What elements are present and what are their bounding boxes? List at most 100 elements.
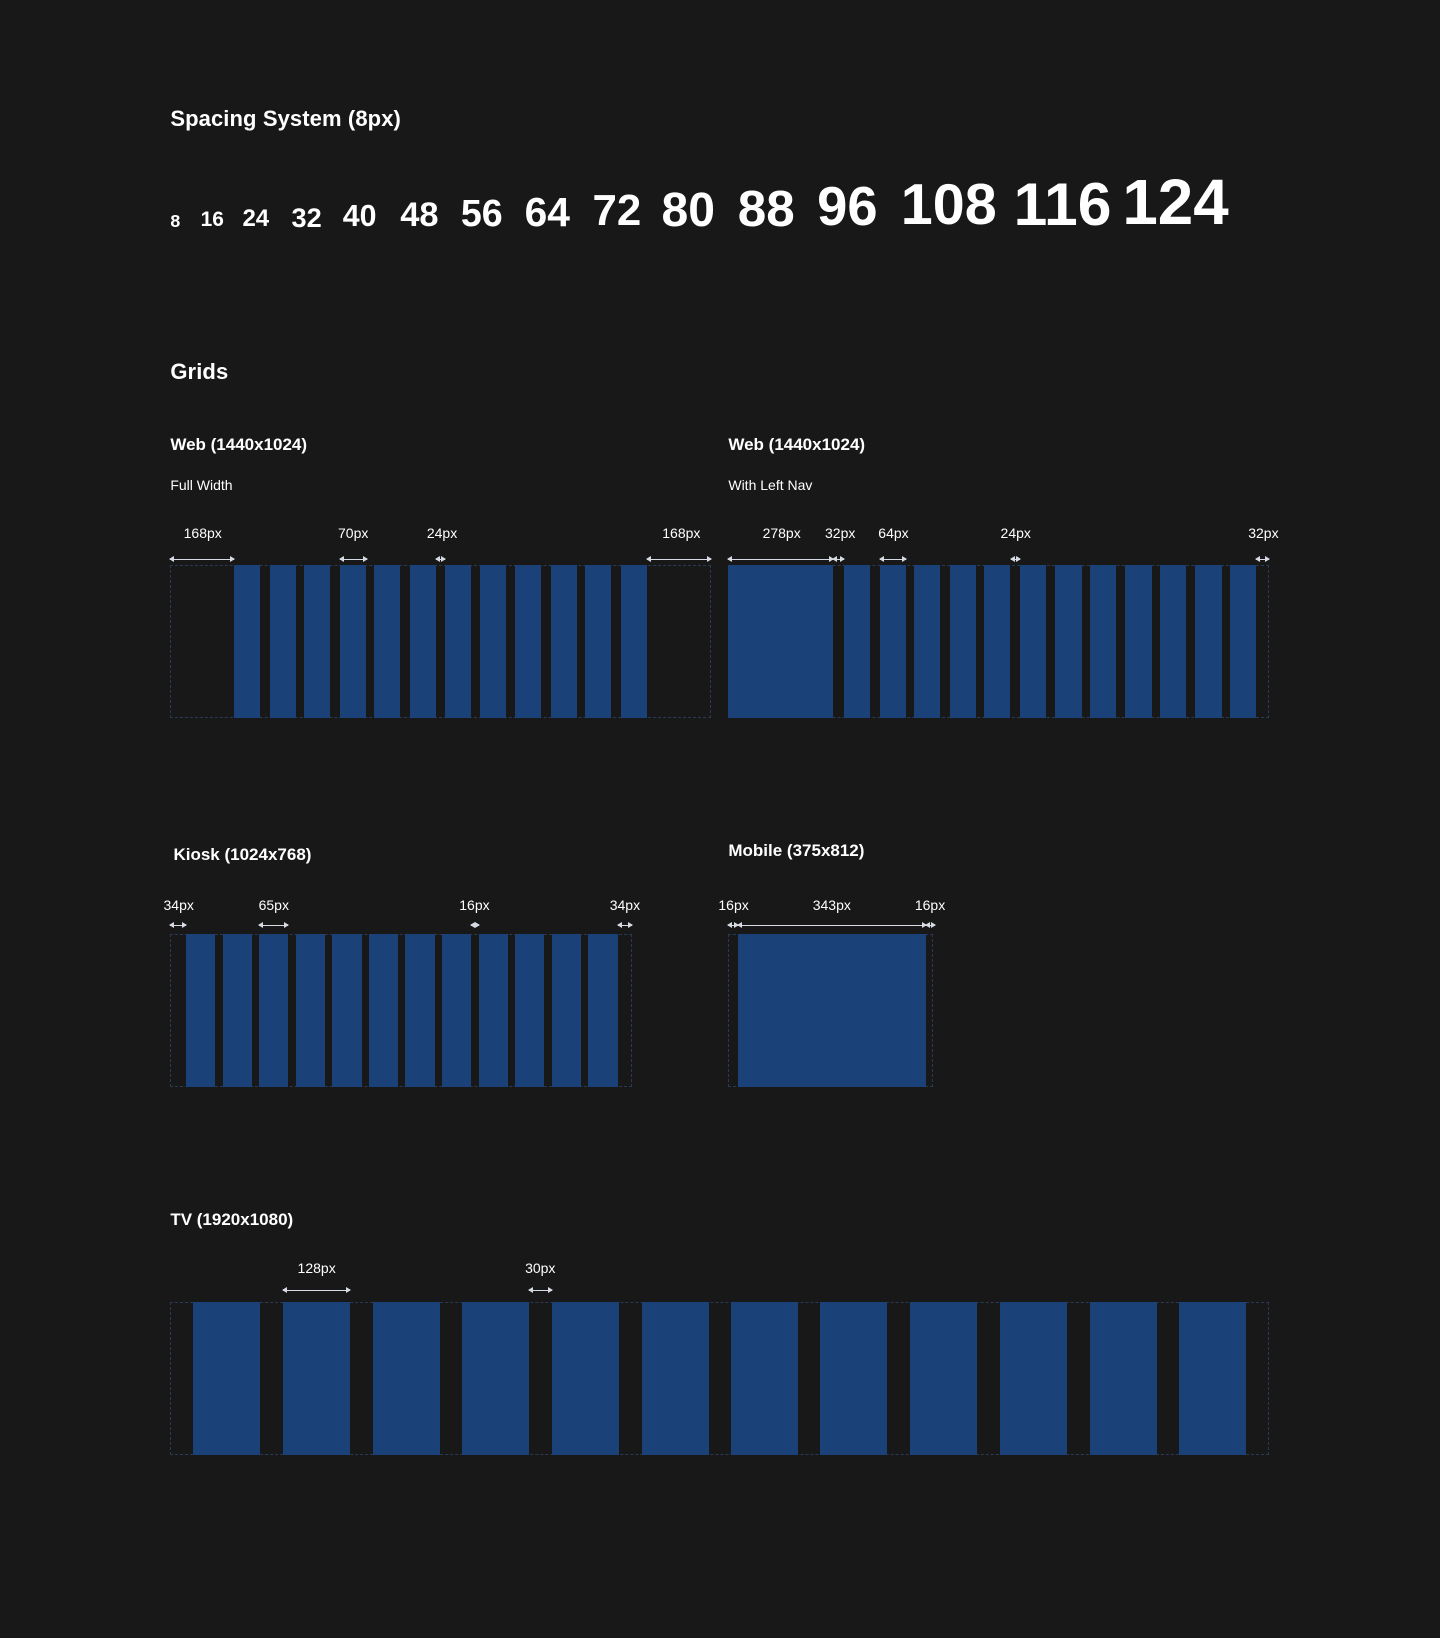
mobile-dimension-label-2: 343px <box>812 896 851 913</box>
web-nav-left-nav-block <box>728 565 833 718</box>
mobile-column-1 <box>737 934 926 1087</box>
dimension-line <box>259 924 289 926</box>
kiosk-column-1 <box>186 934 216 1087</box>
arrowhead-right <box>840 555 846 562</box>
arrowhead-left <box>434 555 440 562</box>
tv-column-6 <box>641 1302 709 1455</box>
arrowhead-left <box>831 555 837 562</box>
web_nav-dimension-label-2: 32px <box>824 524 856 541</box>
arrowhead-right <box>706 555 712 562</box>
web_full-dimension-label-1: 168px <box>183 524 222 541</box>
web_full-dimension-label-2: 70px <box>338 524 369 541</box>
kiosk-dimension-label-2: 65px <box>258 896 289 913</box>
spacing-value-88: 88 <box>737 179 795 237</box>
arrowhead-right <box>284 921 290 928</box>
mobile-title: Mobile (375x812) <box>728 841 865 861</box>
dimension-line <box>728 558 833 560</box>
web_full-dimension-arrow-4 <box>645 555 712 563</box>
web-nav-column-6 <box>1019 565 1047 718</box>
web-full-column-7 <box>445 565 472 718</box>
kiosk-dimension-arrow-3 <box>470 921 480 929</box>
kiosk-title: Kiosk (1024x768) <box>173 845 312 865</box>
spacing-value-32: 32 <box>291 202 322 234</box>
arrowhead-left <box>169 555 175 562</box>
arrowhead-right <box>931 921 937 928</box>
web-full-column-10 <box>550 565 577 718</box>
arrowhead-left <box>736 921 742 928</box>
web-nav-column-2 <box>879 565 906 718</box>
arrowhead-left <box>1255 555 1261 562</box>
web_nav-dimension-label-1: 278px <box>762 524 801 541</box>
arrowhead-left <box>727 555 733 562</box>
dimension-line <box>170 558 235 560</box>
kiosk-frame <box>170 934 633 1087</box>
mobile-dimension-arrow-1 <box>727 921 739 929</box>
kiosk-column-9 <box>478 934 508 1087</box>
arrowhead-right <box>346 1287 352 1294</box>
spacing-value-96: 96 <box>817 175 878 237</box>
web-nav-column-10 <box>1159 565 1187 718</box>
spacing-title: Spacing System (8px) <box>170 105 401 131</box>
web-nav-column-9 <box>1125 565 1152 718</box>
grids-title: Grids <box>170 359 229 385</box>
arrowhead-right <box>921 921 927 928</box>
web_nav-dimension-arrow-4 <box>1009 555 1021 563</box>
tv-dimension-label-1: 128px <box>297 1260 336 1277</box>
web-nav-column-3 <box>914 565 941 718</box>
tv-column-9 <box>910 1302 978 1455</box>
dimension-line <box>646 558 711 560</box>
web_full-dimension-label-3: 24px <box>426 524 458 541</box>
web_nav-dimension-label-5: 32px <box>1248 524 1279 541</box>
mobile-dimension-arrow-2 <box>736 921 927 929</box>
dimension-line <box>728 924 738 926</box>
tv-column-2 <box>283 1302 351 1455</box>
web-nav-column-7 <box>1055 565 1082 718</box>
tv-dimension-label-2: 30px <box>525 1260 556 1277</box>
web_nav-dimension-arrow-2 <box>831 555 846 563</box>
web-full-subtitle: Full Width <box>170 476 233 493</box>
kiosk-dimension-label-1: 34px <box>163 896 194 913</box>
web-nav-subtitle: With Left Nav <box>728 476 813 493</box>
arrowhead-left <box>878 555 884 562</box>
spacing-value-24: 24 <box>242 205 270 233</box>
arrowhead-right <box>1264 555 1270 562</box>
web_nav-dimension-arrow-3 <box>878 555 907 563</box>
web-nav-column-1 <box>844 565 871 718</box>
spacing-value-8: 8 <box>170 210 181 231</box>
kiosk-dimension-label-3: 16px <box>459 896 490 913</box>
web_full-dimension-arrow-1 <box>169 555 236 563</box>
spacing-value-16: 16 <box>200 208 224 232</box>
web-full-frame <box>170 565 711 718</box>
spacing-value-80: 80 <box>661 182 715 237</box>
kiosk-column-8 <box>442 934 472 1087</box>
mobile-dimension-label-1: 16px <box>718 896 749 913</box>
web-full-column-3 <box>304 565 331 718</box>
web_nav-dimension-label-4: 24px <box>1000 524 1031 541</box>
tv-column-11 <box>1089 1302 1157 1455</box>
web-full-column-2 <box>269 565 296 718</box>
kiosk-column-5 <box>332 934 362 1087</box>
web_full-dimension-label-4: 168px <box>662 524 701 541</box>
spacing-value-48: 48 <box>400 195 439 234</box>
dimension-line <box>1010 558 1020 560</box>
kiosk-dimension-arrow-2 <box>258 921 290 929</box>
kiosk-column-12 <box>588 934 618 1087</box>
web-nav-title: Web (1440x1024) <box>728 434 866 454</box>
arrowhead-right <box>828 555 834 562</box>
arrowhead-left <box>527 1287 533 1294</box>
web-full-title: Web (1440x1024) <box>170 434 308 454</box>
web-full-column-6 <box>409 565 436 718</box>
dimension-line <box>435 558 446 560</box>
web-full-column-1 <box>234 565 261 718</box>
dimension-line <box>737 924 926 926</box>
tv-column-12 <box>1178 1302 1246 1455</box>
kiosk-dimension-arrow-4 <box>616 921 634 929</box>
dimension-line <box>170 924 186 926</box>
dimension-line <box>832 558 845 560</box>
arrowhead-right <box>474 921 480 928</box>
arrowhead-left <box>616 921 622 928</box>
tv-dimension-arrow-2 <box>527 1287 553 1294</box>
arrowhead-right <box>362 555 368 562</box>
dimension-line <box>283 1290 351 1292</box>
dimension-line <box>1256 558 1269 560</box>
